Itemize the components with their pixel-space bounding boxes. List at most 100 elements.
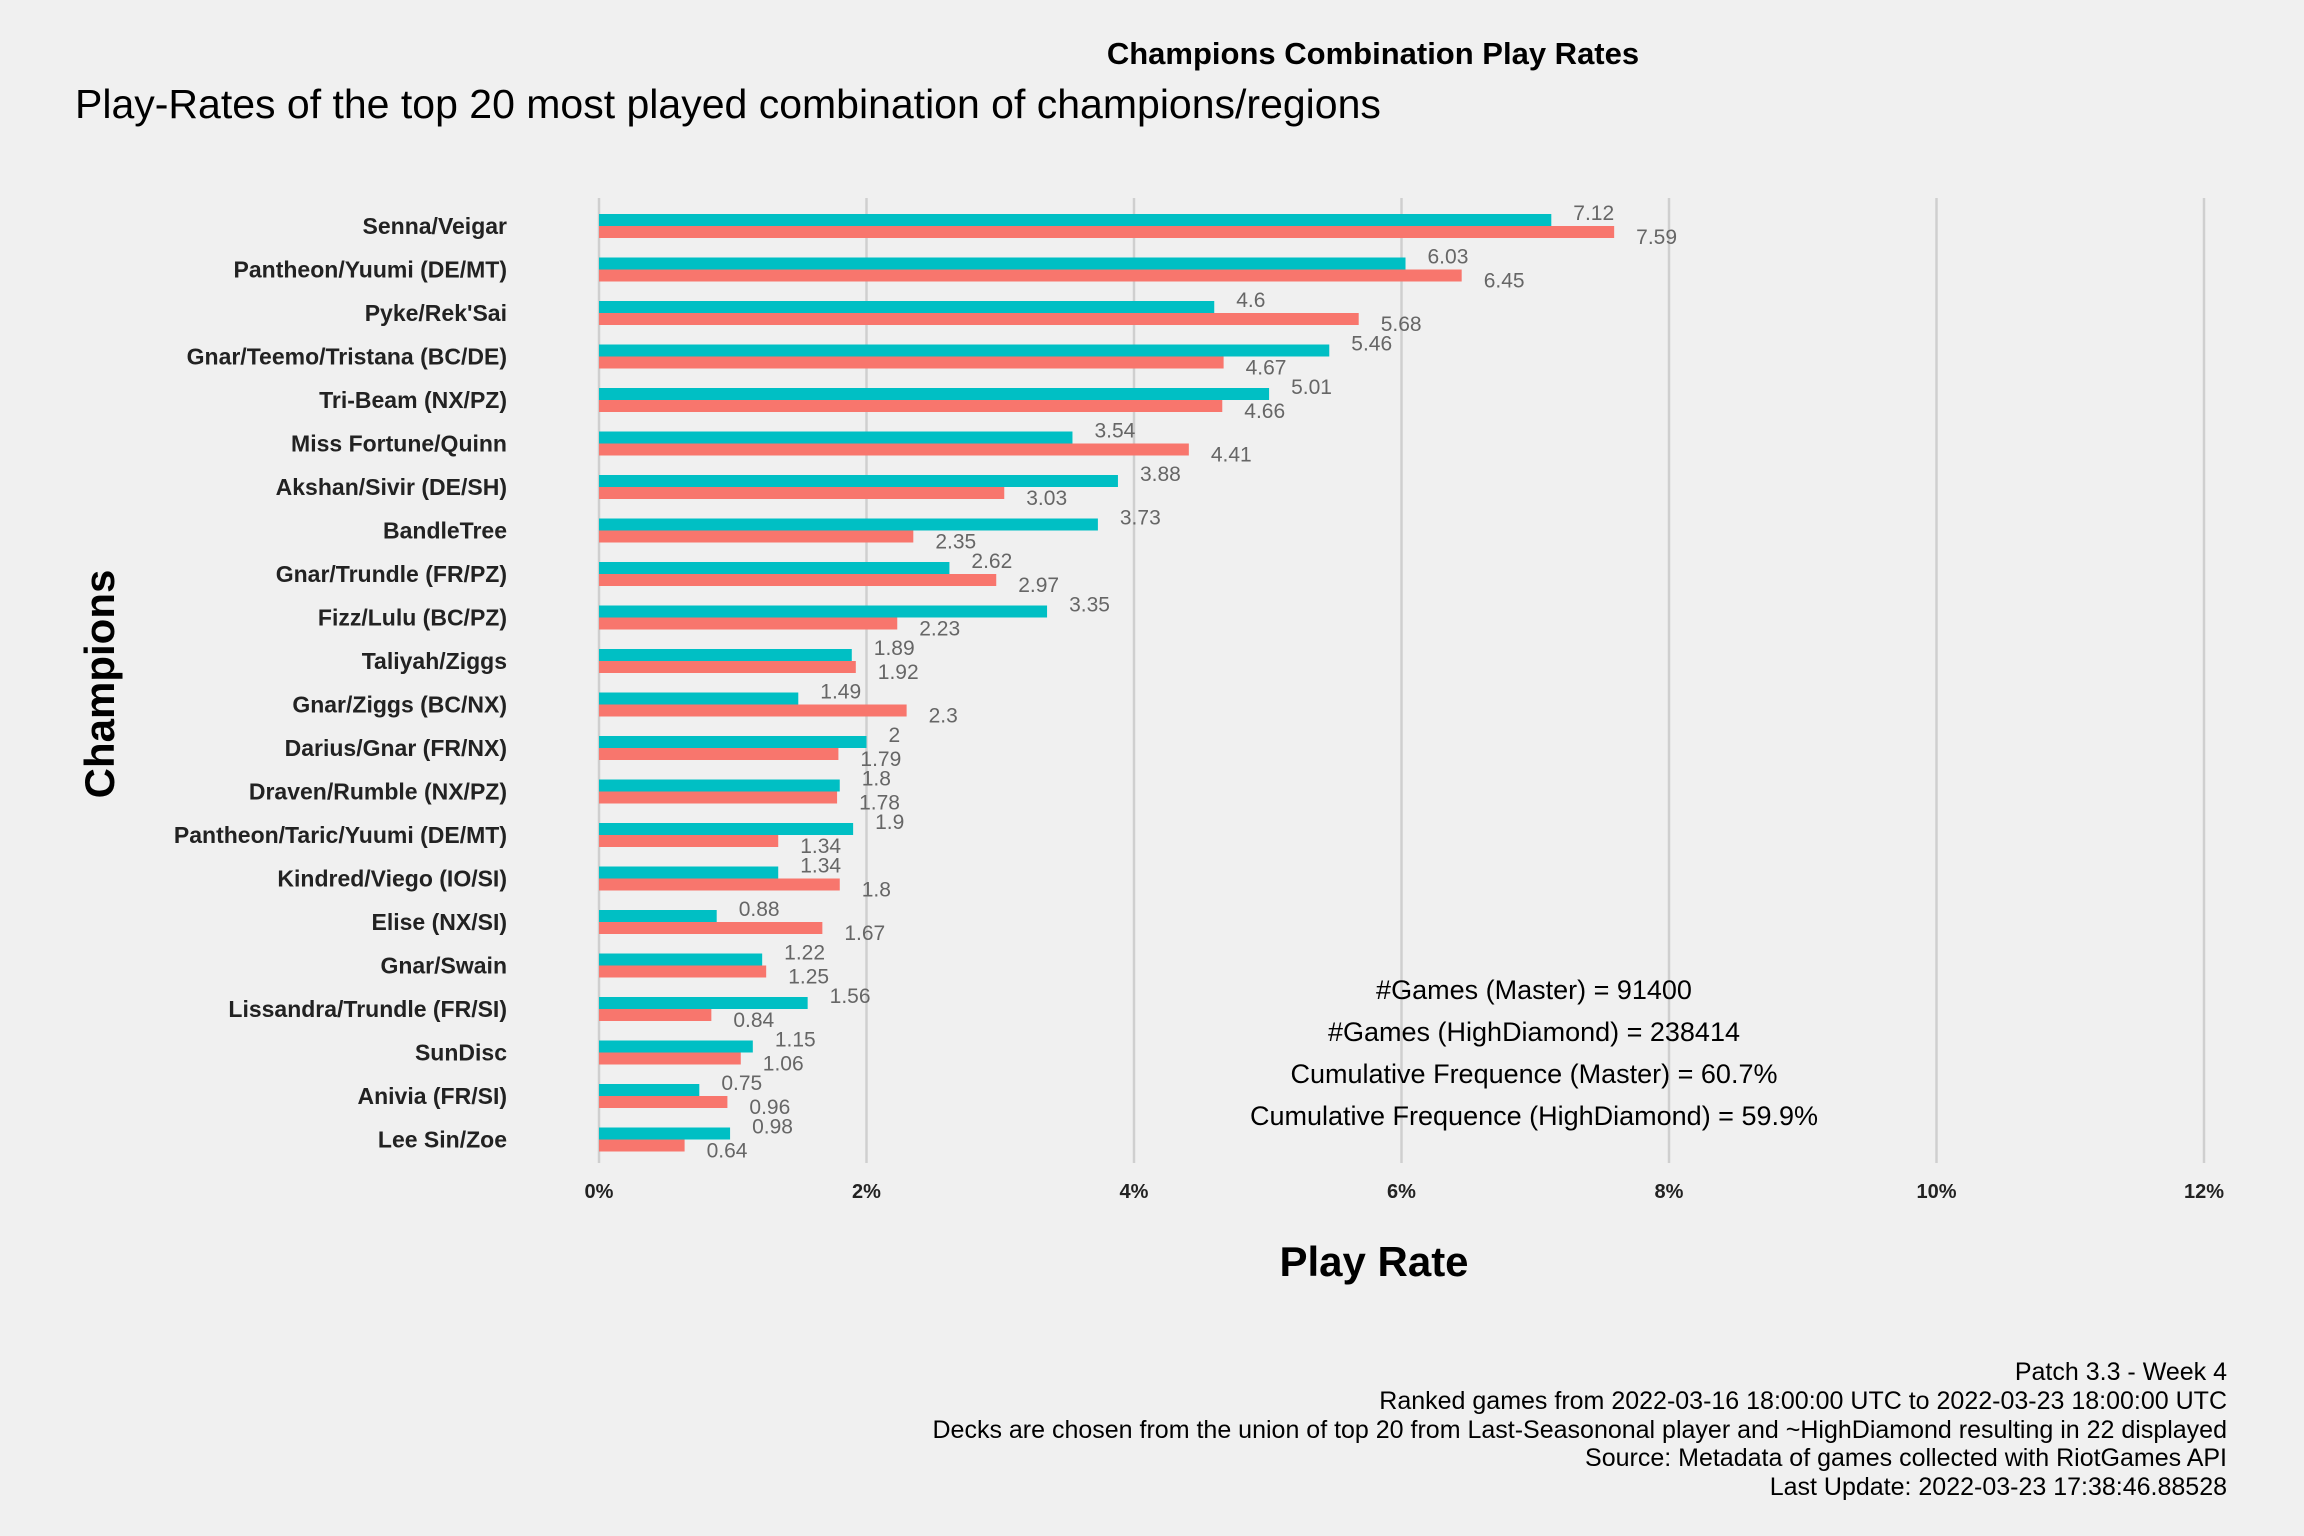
x-tick-label: 0% (585, 1181, 614, 1203)
bar-teal (599, 866, 779, 879)
category-label: Gnar/Teemo/Tristana (BC/DE) (187, 344, 507, 370)
value-label-salmon: 4.67 (1246, 357, 1287, 380)
bar-salmon (599, 661, 856, 673)
caption-date-range: Ranked games from 2022-03-16 18:00:00 UT… (1379, 1387, 2227, 1415)
value-label-salmon: 2.3 (929, 705, 958, 728)
bar-salmon (599, 530, 914, 543)
bar-teal (599, 431, 1073, 444)
value-label-salmon: 1.79 (860, 748, 901, 771)
value-label-teal: 1.15 (775, 1029, 816, 1052)
caption-last-update: Last Update: 2022-03-23 17:38:46.88528 (1770, 1473, 2227, 1501)
bar-salmon (599, 1009, 712, 1021)
bar-teal (599, 1084, 700, 1096)
category-label: Lissandra/Trundle (FR/SI) (228, 996, 507, 1022)
x-tick-label: 6% (1387, 1181, 1416, 1203)
x-tick-label: 4% (1120, 1181, 1149, 1203)
x-tick-labels: 0% 2% 4% 6% 8% 10% 12% (585, 1181, 2225, 1203)
category-label: Darius/Gnar (FR/NX) (285, 735, 507, 761)
bar-salmon (599, 748, 839, 760)
bar-salmon (599, 878, 840, 891)
category-label: Tri-Beam (NX/PZ) (319, 387, 507, 413)
value-label-teal: 1.8 (862, 768, 891, 791)
category-label: Lee Sin/Zoe (378, 1127, 507, 1153)
annotation-cumulative-master: Cumulative Frequence (Master) = 60.7% (1291, 1059, 1778, 1089)
x-axis-label: Play Rate (1279, 1238, 1468, 1285)
category-label: Anivia (FR/SI) (357, 1083, 507, 1109)
category-label: Gnar/Trundle (FR/PZ) (276, 561, 507, 587)
value-label-salmon: 6.45 (1484, 270, 1525, 293)
x-tick-label: 8% (1655, 1181, 1684, 1203)
caption-source: Source: Metadata of games collected with… (1585, 1444, 2227, 1472)
x-tick-label: 12% (2184, 1181, 2224, 1203)
annotation-games-master: #Games (Master) = 91400 (1376, 975, 1692, 1005)
bar-teal (599, 649, 852, 661)
bar-teal (599, 214, 1552, 226)
category-label: Kindred/Viego (IO/SI) (277, 866, 507, 892)
bar-salmon (599, 617, 898, 630)
bar-salmon (599, 704, 907, 717)
bar-salmon (599, 487, 1005, 499)
category-label: Akshan/Sivir (DE/SH) (276, 474, 507, 500)
bar-salmon (599, 400, 1223, 412)
bar-salmon (599, 965, 767, 978)
bar-teal (599, 301, 1215, 313)
chart-title: Champions Combination Play Rates (1107, 36, 1639, 71)
value-label-salmon: 2.35 (935, 531, 976, 554)
category-label: Miss Fortune/Quinn (291, 431, 507, 457)
value-label-teal: 5.01 (1291, 376, 1332, 399)
value-label-teal: 3.73 (1120, 507, 1161, 530)
value-label-teal: 0.98 (752, 1116, 793, 1139)
value-label-teal: 5.46 (1351, 333, 1392, 356)
caption: Patch 3.3 - Week 4 Ranked games from 202… (932, 1358, 2227, 1501)
bar-salmon (599, 1096, 728, 1108)
category-label: Pantheon/Yuumi (DE/MT) (234, 257, 507, 283)
category-label: Elise (NX/SI) (372, 909, 507, 935)
category-label: Gnar/Swain (380, 953, 507, 979)
value-label-salmon: 0.64 (707, 1140, 748, 1163)
value-label-salmon: 1.92 (878, 661, 919, 684)
bar-salmon (599, 922, 823, 934)
category-label: SunDisc (415, 1040, 507, 1066)
bar-salmon (599, 791, 838, 804)
value-label-teal: 7.12 (1573, 202, 1614, 225)
x-tick-label: 2% (852, 1181, 881, 1203)
bar-salmon (599, 1052, 741, 1065)
value-label-teal: 4.6 (1236, 289, 1265, 312)
value-label-teal: 0.88 (739, 898, 780, 921)
value-label-teal: 3.88 (1140, 463, 1181, 486)
bar-salmon (599, 574, 997, 586)
value-label-teal: 2.62 (971, 550, 1012, 573)
bar-salmon (599, 356, 1224, 369)
value-label-teal: 0.75 (721, 1072, 762, 1095)
bar-teal (599, 562, 950, 574)
category-label: Pantheon/Taric/Yuumi (DE/MT) (174, 822, 507, 848)
value-label-teal: 3.54 (1094, 420, 1135, 443)
bar-teal (599, 736, 867, 748)
value-label-teal: 3.35 (1069, 594, 1110, 617)
category-label: Fizz/Lulu (BC/PZ) (318, 605, 507, 631)
annotation-games-highdiamond: #Games (HighDiamond) = 238414 (1328, 1017, 1740, 1047)
bar-teal (599, 605, 1048, 618)
value-label-salmon: 1.78 (859, 792, 900, 815)
value-label-teal: 1.49 (820, 681, 861, 704)
value-label-salmon: 2.97 (1018, 574, 1059, 597)
value-label-salmon: 5.68 (1381, 313, 1422, 336)
caption-deck-selection: Decks are chosen from the union of top 2… (932, 1416, 2227, 1444)
category-label: BandleTree (383, 518, 507, 544)
value-label-teal: 1.89 (874, 637, 915, 660)
bar-teal (599, 779, 840, 792)
value-label-salmon: 1.25 (788, 966, 829, 989)
value-label-salmon: 2.23 (919, 618, 960, 641)
value-label-teal: 1.22 (784, 942, 825, 965)
bar-teal (599, 910, 717, 922)
category-label: Pyke/Rek'Sai (365, 300, 507, 326)
annotation-cumulative-highdiamond: Cumulative Frequence (HighDiamond) = 59.… (1250, 1101, 1818, 1131)
x-tick-label: 10% (1916, 1181, 1956, 1203)
bar-teal (599, 518, 1098, 531)
bar-teal (599, 997, 808, 1009)
bar-salmon (599, 835, 779, 847)
bar-salmon (599, 443, 1189, 456)
bar-teal (599, 388, 1270, 400)
chart-subtitle: Play-Rates of the top 20 most played com… (75, 81, 1381, 127)
